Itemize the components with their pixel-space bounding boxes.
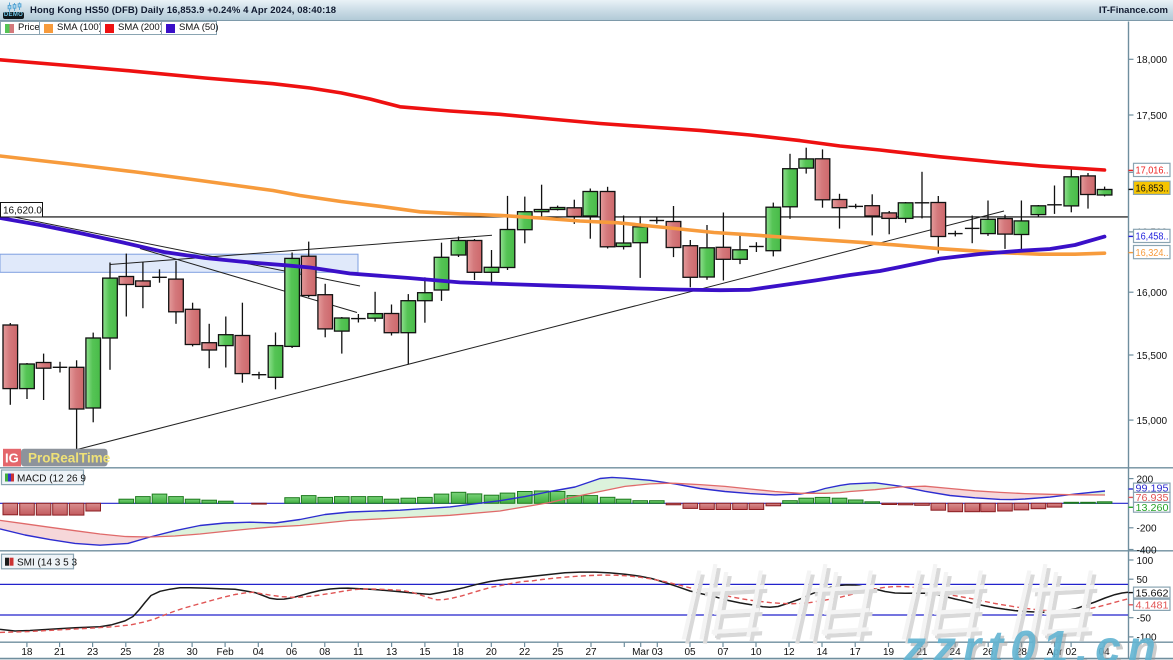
svg-text:30: 30 <box>187 647 199 658</box>
svg-text:14: 14 <box>816 647 828 658</box>
svg-text:28: 28 <box>153 647 165 658</box>
svg-text:25: 25 <box>120 647 132 658</box>
svg-text:10: 10 <box>750 647 762 658</box>
svg-text:-200: -200 <box>1137 524 1157 535</box>
svg-text:SMI (14 3 5 3: SMI (14 3 5 3 <box>17 558 77 569</box>
svg-text:23: 23 <box>87 647 99 658</box>
svg-text:200: 200 <box>1137 474 1154 485</box>
svg-text:17,500: 17,500 <box>1137 111 1168 122</box>
svg-text:Feb: Feb <box>216 647 234 658</box>
svg-text:22: 22 <box>519 647 531 658</box>
svg-text:16,000: 16,000 <box>1137 288 1168 299</box>
svg-text:18: 18 <box>453 647 465 658</box>
svg-text:15.662: 15.662 <box>1136 588 1169 599</box>
svg-text:50: 50 <box>1137 575 1149 586</box>
svg-text:15,000: 15,000 <box>1137 416 1168 427</box>
svg-text:06: 06 <box>286 647 298 658</box>
svg-text:16,620.0: 16,620.0 <box>3 206 42 217</box>
svg-text:21: 21 <box>916 647 928 658</box>
svg-text:05: 05 <box>684 647 696 658</box>
svg-text:18,000: 18,000 <box>1137 55 1168 66</box>
svg-text:100: 100 <box>1137 556 1154 567</box>
svg-text:-50: -50 <box>1137 614 1152 625</box>
svg-text:08: 08 <box>319 647 331 658</box>
svg-text:11: 11 <box>353 647 364 658</box>
svg-text:76.935: 76.935 <box>1136 493 1169 504</box>
svg-text:16,324..: 16,324.. <box>1136 248 1169 259</box>
svg-text:27: 27 <box>585 647 597 658</box>
svg-text:Mar: Mar <box>632 647 650 658</box>
svg-text:IG: IG <box>5 451 19 466</box>
svg-text:28: 28 <box>1016 647 1028 658</box>
svg-text:25: 25 <box>552 647 564 658</box>
svg-text:07: 07 <box>717 647 729 658</box>
svg-text:-100: -100 <box>1137 633 1157 644</box>
svg-text:17,016..: 17,016.. <box>1136 166 1169 177</box>
svg-text:21: 21 <box>54 647 66 658</box>
svg-text:12: 12 <box>783 647 795 658</box>
svg-text:17: 17 <box>850 647 862 658</box>
svg-text:15: 15 <box>419 647 431 658</box>
svg-text:04: 04 <box>253 647 265 658</box>
svg-text:15,500: 15,500 <box>1137 351 1168 362</box>
svg-text:13.260: 13.260 <box>1136 503 1169 514</box>
svg-text:Apr: Apr <box>1047 647 1063 658</box>
svg-text:13: 13 <box>386 647 398 658</box>
svg-text:03: 03 <box>652 647 664 658</box>
svg-text:zzrt01.cn: zzrt01.cn <box>902 621 1163 660</box>
svg-text:18: 18 <box>21 647 33 658</box>
svg-text:4.1481: 4.1481 <box>1136 601 1169 612</box>
svg-text:MACD (12 26 9: MACD (12 26 9 <box>17 474 86 485</box>
svg-text:ProRealTime: ProRealTime <box>28 450 111 465</box>
svg-text:20: 20 <box>486 647 498 658</box>
svg-text:19: 19 <box>883 647 895 658</box>
svg-text:16,458..: 16,458.. <box>1136 232 1169 243</box>
svg-text:16,853..: 16,853.. <box>1136 184 1169 195</box>
svg-text:99.195: 99.195 <box>1136 483 1169 494</box>
svg-text:24: 24 <box>950 647 962 658</box>
svg-text:zzrt01.cn: zzrt01.cn <box>905 624 1166 660</box>
svg-text:02: 02 <box>1066 647 1078 658</box>
svg-text:04: 04 <box>1099 647 1111 658</box>
svg-text:26: 26 <box>983 647 995 658</box>
svg-text:-400: -400 <box>1137 545 1157 556</box>
